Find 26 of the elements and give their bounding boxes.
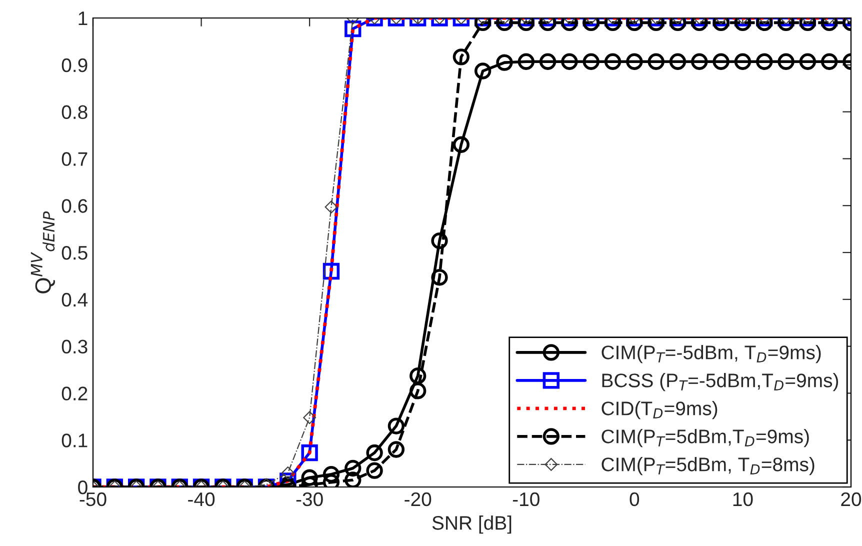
y-tick-label: 0.7	[62, 152, 88, 166]
y-tick-label: 0.1	[62, 434, 88, 448]
x-tick-label: 10	[733, 492, 753, 506]
y-tick-label: 0	[78, 480, 88, 494]
legend-label: CIM(P$_{T}$=5dBm,T$_{D}$=9ms)	[602, 429, 809, 448]
legend-label: CID(T$_{D}$=9ms)	[602, 401, 718, 420]
y-tick-label: 0.3	[62, 340, 88, 354]
y-tick-label: 0.9	[62, 58, 88, 72]
x-tick-label: -10	[512, 492, 540, 506]
legend-label: CIM(P$_{T}$=5dBm, T$_{D}$=8ms)	[602, 457, 814, 476]
legend-label: BCSS (P$_{T}$=-5dBm,T$_{D}$=9ms)	[602, 373, 838, 392]
x-axis-title: SNR [dB]	[432, 516, 512, 534]
x-tick-label: -40	[188, 492, 215, 506]
x-tick-label: 0	[630, 492, 640, 506]
legend-label: CIM(P$_{T}$=-5dBm, T$_{D}$=9ms)	[602, 345, 821, 364]
y-tick-label: 0.2	[62, 386, 88, 400]
y-tick-label: 1	[78, 12, 88, 26]
y-tick-label: 0.5	[62, 246, 88, 260]
y-tick-label: 0.4	[62, 292, 88, 307]
y-axis-title: Q$^{MV}$$_{dENP}$	[30, 211, 55, 294]
x-tick-label: -50	[80, 492, 106, 506]
x-tick-label: -20	[404, 492, 432, 506]
x-tick-label: 20	[841, 492, 862, 506]
x-tick-label: -30	[296, 492, 323, 506]
y-tick-label: 0.6	[62, 199, 88, 213]
y-tick-label: 0.8	[62, 105, 88, 120]
